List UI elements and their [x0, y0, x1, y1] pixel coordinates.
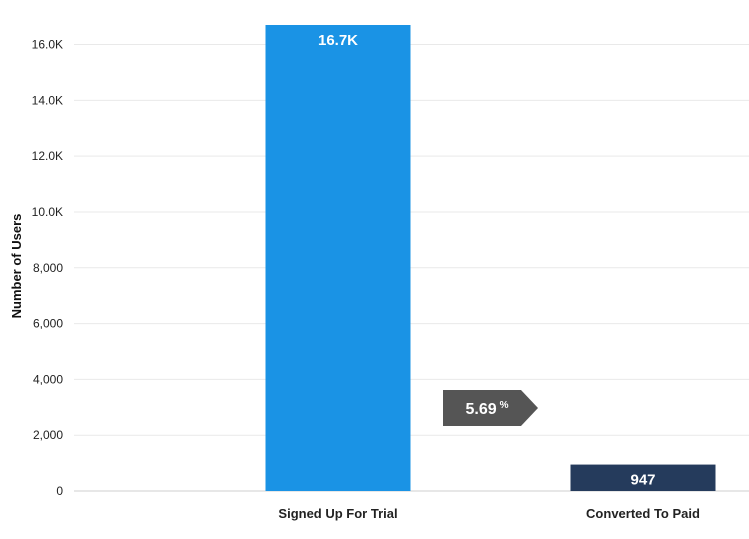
y-tick-label: 8,000: [33, 261, 63, 275]
y-tick-label: 10.0K: [32, 205, 63, 219]
bar: [265, 25, 411, 491]
y-tick-label: 6,000: [33, 317, 63, 331]
y-tick-label: 2,000: [33, 428, 63, 442]
y-tick-label: 4,000: [33, 372, 63, 386]
conversion-arrow: [443, 390, 538, 426]
y-tick-label: 0: [56, 484, 63, 498]
y-tick-label: 16.0K: [32, 38, 63, 52]
x-category-label: Signed Up For Trial: [278, 506, 397, 521]
gridlines: [74, 44, 749, 492]
bar-data-label: 16.7K: [318, 32, 358, 49]
conversion-rate: 5.69%: [465, 400, 508, 418]
y-tick-label: 14.0K: [32, 93, 63, 107]
y-tick-label: 12.0K: [32, 149, 63, 163]
conversion-rate-unit: %: [500, 400, 509, 411]
bar-data-label: 947: [630, 472, 655, 489]
conversion-rate-value: 5.69: [465, 401, 496, 418]
bar: [570, 464, 716, 491]
category-labels: Signed Up For Trial Converted To Paid: [278, 506, 700, 521]
y-axis-ticks: 0 2,000 4,000 6,000 8,000 10.0K 12.0K 14.0K 16.0…: [32, 38, 64, 498]
conversion-rate-badge: 5.69%: [443, 390, 538, 426]
bars: 16.7K 947: [265, 25, 716, 491]
y-axis-title: Number of Users: [9, 214, 24, 319]
x-category-label: Converted To Paid: [586, 506, 700, 521]
